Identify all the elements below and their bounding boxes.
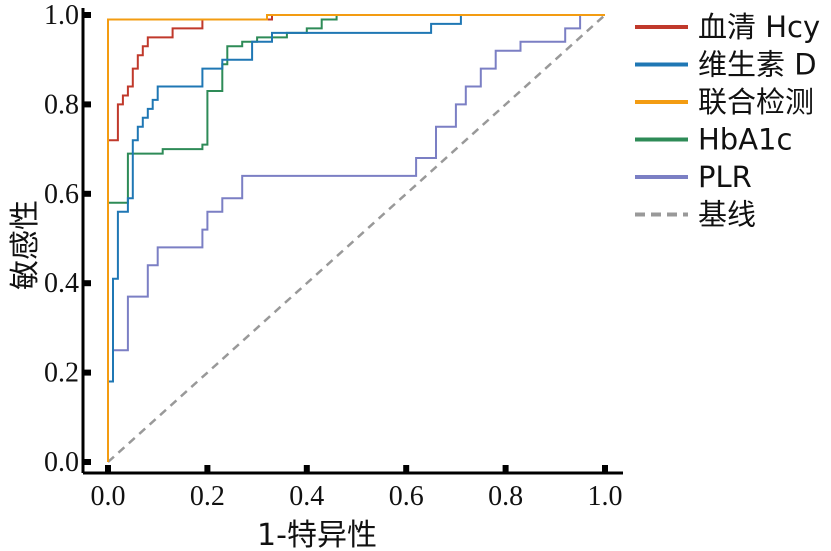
series-line-2 [107,14,605,462]
axes: 0.0 0.2 0.4 0.6 0.8 1.0 0.0 0.2 0.4 0.6 0.8 1.0 [44,0,623,512]
y-tick-label: 0.0 [44,447,79,478]
x-axis-title: 1-特异性 [257,518,377,551]
y-tick-label: 1.0 [44,0,79,31]
x-tick-label: 1.0 [588,481,623,512]
y-tick-label: 0.8 [44,89,79,120]
y-tick-label: 0.6 [44,179,79,210]
legend-label-3: HbA1c [698,123,792,157]
series-line-4 [107,14,605,462]
legend-label-1: 维生素 D [698,48,817,82]
legend-label-0: 血清 Hcy [698,10,820,44]
series-line-5 [107,14,606,463]
y-tick-label: 0.2 [44,358,79,389]
legend-label-2: 联合检测 [698,85,814,119]
x-tick-label: 0.6 [389,481,424,512]
series-line-0 [107,14,605,462]
x-tick-label: 0.8 [488,481,523,512]
y-tick-label: 0.4 [44,268,79,299]
x-tick-label: 0.0 [91,481,126,512]
legend-label-5: 基线 [698,198,756,232]
x-tick-label: 0.4 [289,481,324,512]
x-tick-label: 0.2 [190,481,225,512]
plot-area [107,14,606,463]
y-axis-title: 敏感性 [8,200,43,290]
series-line-1 [107,14,605,462]
series-line-3 [107,14,605,462]
legend-label-4: PLR [698,160,752,194]
